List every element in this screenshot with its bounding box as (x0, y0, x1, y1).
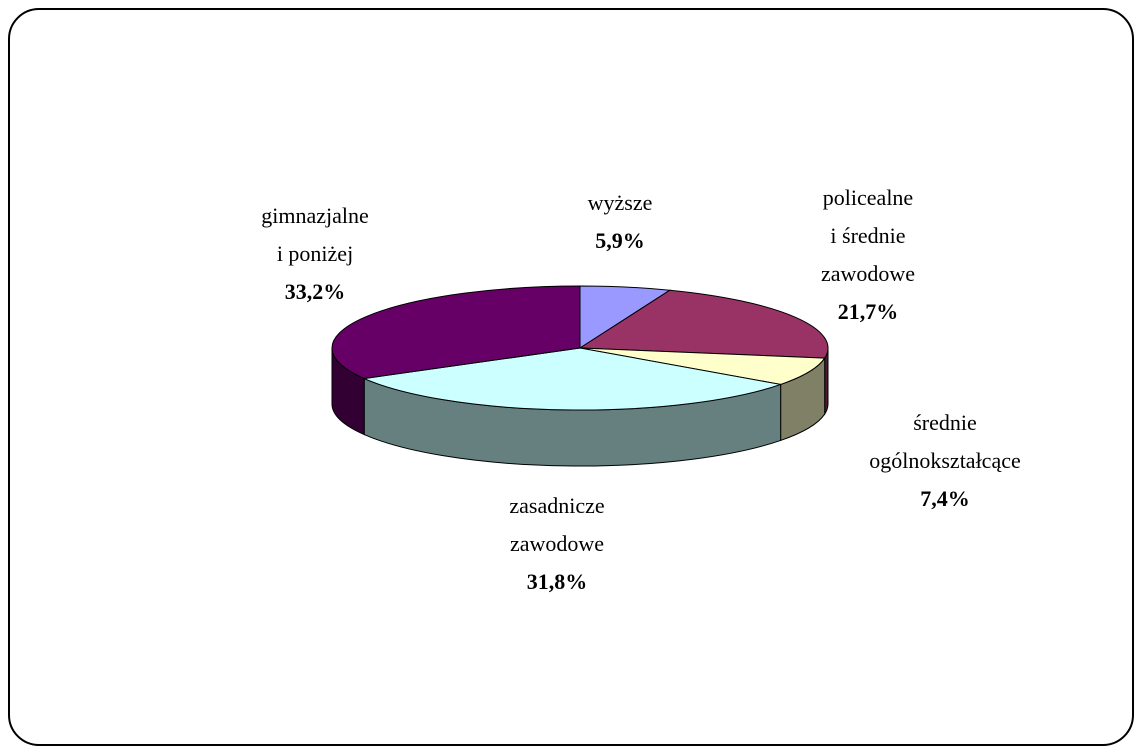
slice (362, 347, 783, 411)
slice (578, 289, 829, 359)
slice-label: wyższe (588, 190, 653, 215)
slice-label: gimnazjalne (261, 203, 369, 228)
slice-label: i poniżej (277, 241, 353, 266)
slice-label: zasadnicze (509, 493, 604, 518)
value-label: 5,9% (595, 228, 645, 253)
slice-label: ogólnokształcące (869, 448, 1021, 473)
value-label: 33,2% (285, 279, 346, 304)
slice-label: policealne (823, 185, 913, 210)
value-label: 7,4% (920, 486, 970, 511)
slice-label: zawodowe (821, 261, 915, 286)
slice (331, 285, 581, 380)
value-label: 21,7% (838, 299, 899, 324)
slice-label: średnie (913, 410, 977, 435)
slice-label: i średnie (830, 223, 905, 248)
slice (579, 347, 826, 385)
slice-label: zawodowe (510, 531, 604, 556)
value-label: 31,8% (527, 569, 588, 594)
